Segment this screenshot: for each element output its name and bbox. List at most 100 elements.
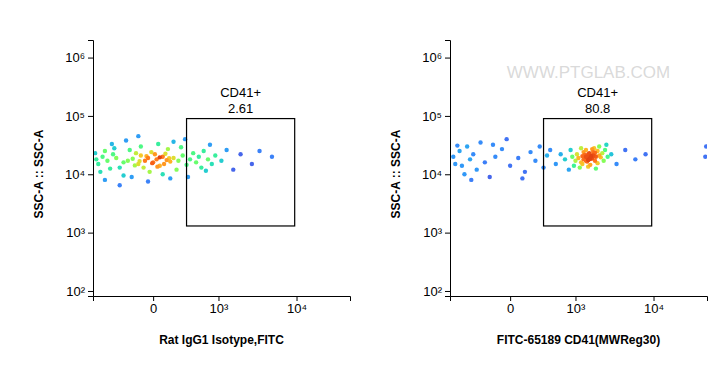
event: [594, 166, 598, 170]
tick: 10⁶: [422, 50, 450, 65]
tick-mark: [445, 233, 450, 234]
event: [224, 148, 228, 152]
event: [146, 179, 150, 183]
tick: 10³: [66, 225, 93, 240]
tick: 0: [507, 296, 514, 316]
event: [118, 165, 122, 169]
panel: 010³10⁴10²10³10⁴10⁵10⁶FITC-65189 CD41(MW…: [389, 41, 708, 348]
event: [136, 134, 140, 138]
event: [614, 162, 618, 166]
tick: 10⁵: [422, 109, 450, 124]
y-axis-title: SSC-A :: SSC-A: [389, 129, 403, 218]
event: [139, 153, 143, 157]
event: [146, 156, 150, 160]
event: [160, 172, 164, 176]
tick-mark: [445, 291, 450, 292]
tick-label: 10²: [423, 284, 442, 299]
event: [554, 162, 558, 166]
event: [563, 157, 567, 161]
event: [111, 152, 115, 156]
event: [131, 156, 135, 160]
event: [108, 166, 112, 170]
event: [206, 157, 210, 161]
event: [483, 160, 487, 164]
event: [191, 151, 195, 155]
event: [208, 143, 212, 147]
event: [601, 159, 605, 163]
event: [199, 165, 203, 169]
tick-label: 10³: [567, 301, 586, 316]
event: [623, 148, 627, 152]
figure: 0 10³ 10⁴ 10² 10³ 10⁴ 10⁵ 10⁶ Rat IgG1 Isotype,F…: [0, 0, 725, 367]
event: [469, 178, 473, 182]
event: [604, 143, 608, 147]
events: [451, 137, 707, 182]
event: [121, 160, 125, 164]
event: [523, 170, 527, 174]
event: [270, 155, 274, 159]
event: [597, 144, 601, 148]
event: [171, 140, 175, 144]
gate-percent: 80.8: [585, 101, 610, 116]
tick-label: 10⁶: [65, 50, 85, 65]
event: [94, 157, 98, 161]
tick-mark: [445, 58, 450, 59]
event: [545, 153, 549, 157]
event: [572, 164, 576, 168]
event: [219, 159, 223, 163]
event: [147, 170, 151, 174]
event: [166, 147, 170, 151]
tick-mark: [88, 116, 93, 117]
tick: 10²: [423, 284, 450, 299]
event: [471, 152, 475, 156]
event: [134, 151, 138, 155]
event: [504, 137, 508, 141]
event: [460, 164, 464, 168]
event: [453, 162, 457, 166]
event: [188, 157, 192, 161]
event: [500, 147, 504, 151]
tick: 10⁴: [65, 167, 93, 182]
tick-label: 10³: [423, 225, 442, 240]
event: [155, 164, 159, 168]
y-axis-title: SSC-A :: SSC-A: [32, 129, 46, 218]
tick: 10²: [66, 284, 93, 299]
event: [468, 157, 472, 161]
event: [210, 162, 214, 166]
panel: 010³10⁴10²10³10⁴10⁵10⁶Rat IgG1 Isotype,F…: [32, 41, 351, 348]
x-axis-title: Rat IgG1 Isotype,FITC: [159, 333, 284, 347]
event: [194, 160, 198, 164]
event: [181, 153, 185, 157]
event: [105, 159, 109, 163]
event: [162, 162, 166, 166]
event: [455, 143, 459, 147]
axis-line: [445, 41, 451, 297]
event: [588, 156, 592, 160]
event: [141, 165, 145, 169]
event: [520, 176, 524, 180]
tick: 10⁴: [422, 167, 450, 182]
event: [516, 156, 520, 160]
event: [231, 167, 235, 171]
event: [110, 142, 114, 146]
tick-label: 10⁵: [422, 109, 442, 124]
event: [704, 144, 707, 148]
y-axis: 10²10³10⁴10⁵10⁶: [65, 41, 94, 299]
events: [93, 134, 274, 187]
event: [176, 159, 180, 163]
event: [129, 175, 133, 179]
event: [488, 175, 492, 179]
tick: 10⁴: [287, 296, 307, 316]
event: [100, 155, 104, 159]
event: [493, 155, 497, 159]
tick: 10⁶: [65, 50, 93, 65]
event: [179, 145, 183, 149]
event: [558, 152, 562, 156]
event: [153, 152, 157, 156]
event: [451, 155, 455, 159]
tick-mark: [88, 174, 93, 175]
event: [164, 158, 168, 162]
gate-label: CD41+: [577, 85, 618, 100]
gate-percent: 2.61: [228, 101, 253, 116]
event: [96, 162, 100, 166]
